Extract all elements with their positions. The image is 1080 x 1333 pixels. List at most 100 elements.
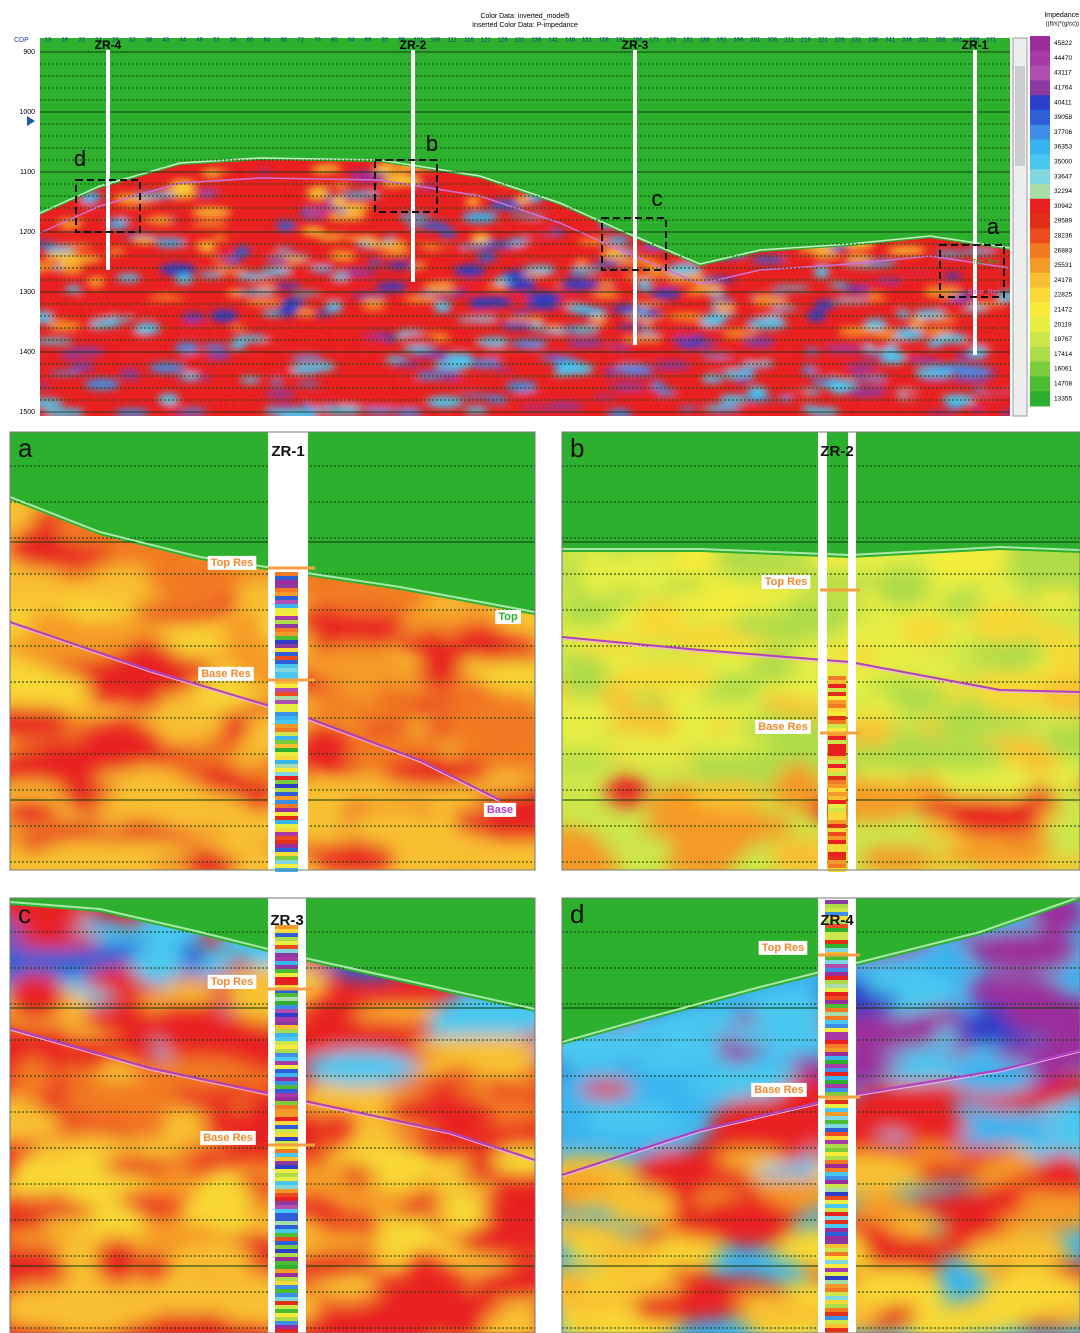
impedance-blob: [155, 238, 186, 248]
cdp-tick-label: 24: [95, 38, 102, 44]
well-log-band: [825, 1236, 848, 1240]
well-log-band: [275, 1061, 298, 1065]
well-log-band: [825, 968, 848, 972]
well-log-band: [275, 1161, 298, 1165]
well-log-band: [828, 816, 846, 820]
impedance-blob: [573, 260, 589, 266]
impedance-blob: [855, 408, 896, 416]
impedance-blob: [749, 295, 790, 305]
well-log-band: [825, 984, 848, 988]
impedance-blob: [500, 321, 535, 330]
impedance-blob: [645, 342, 663, 354]
cdp-tick-label: 60: [247, 38, 254, 44]
impedance-blob: [360, 297, 387, 306]
cdp-tick-label: 261: [952, 38, 963, 44]
impedance-blob: [545, 324, 563, 331]
well-log-band: [275, 724, 298, 728]
impedance-blob: [925, 285, 963, 298]
well-log-band: [825, 1000, 848, 1004]
impedance-blob: [650, 288, 682, 299]
horizon-label: Base_Res: [968, 289, 1001, 296]
impedance-blob: [535, 329, 574, 334]
well-log-band: [828, 716, 846, 720]
cdp-tick-label: 181: [683, 38, 694, 44]
impedance-blob: [229, 341, 247, 350]
impedance-blob: [379, 250, 411, 255]
impedance-blob: [830, 384, 849, 394]
well-log-band: [275, 1173, 298, 1177]
impedance-blob: [637, 704, 682, 738]
cdp-tick-label: 64: [264, 38, 271, 44]
colorbar-swatch: [1030, 124, 1050, 141]
well-log-band: [275, 1141, 298, 1145]
well-log-band: [828, 844, 846, 848]
well-log-band: [825, 948, 848, 952]
well-log-band: [828, 780, 846, 784]
well-log-band: [275, 949, 298, 953]
well-log-band: [825, 1216, 848, 1220]
impedance-blob: [622, 335, 662, 341]
impedance-blob: [770, 306, 798, 311]
well-log-band: [825, 1284, 848, 1288]
well-log-band: [275, 1121, 298, 1125]
impedance-blob: [951, 365, 991, 376]
colorbar-label: 13355: [1054, 395, 1072, 402]
impedance-blob: [236, 272, 267, 280]
well-log-band: [275, 636, 298, 640]
well-log-band: [275, 1097, 298, 1101]
impedance-blob: [10, 972, 66, 1021]
horizon-label-bg: [761, 574, 811, 589]
well-log-band: [275, 1025, 298, 1029]
well-log-band: [828, 828, 846, 832]
impedance-blob: [810, 378, 833, 385]
impedance-blob: [874, 564, 932, 609]
impedance-blob: [396, 377, 418, 388]
well-log-band: [275, 780, 298, 784]
well-log-band: [275, 1185, 298, 1189]
horizon-label-bg: [755, 719, 811, 734]
well-log-band: [275, 1149, 298, 1153]
horizon-label: Base Res: [758, 721, 808, 733]
well-log-band: [275, 981, 298, 985]
well-log-band: [825, 1124, 848, 1128]
well-log-band: [275, 588, 298, 592]
well-log-band: [275, 1077, 298, 1081]
well-log-band: [828, 728, 846, 732]
impedance-blob: [476, 252, 497, 262]
well-log-band: [828, 736, 846, 740]
impedance-blob: [10, 564, 66, 588]
impedance-blob: [187, 1240, 251, 1275]
impedance-blob: [276, 307, 299, 317]
impedance-blob: [975, 1184, 1025, 1217]
colorbar-swatch: [1030, 139, 1050, 155]
well-log-band: [275, 800, 298, 804]
colorbar-label: 29589: [1054, 218, 1072, 225]
well-log-band: [275, 704, 298, 708]
well-log-band: [825, 1028, 848, 1032]
colorbar-swatch: [1030, 302, 1050, 318]
well-log-band: [825, 916, 848, 920]
well-log-band: [828, 848, 846, 852]
impedance-blob: [851, 1267, 943, 1305]
well-log-band: [275, 1233, 298, 1237]
impedance-blob: [569, 267, 601, 274]
well-log-band: [275, 836, 298, 840]
inserted-color-data: Inserted Color Data: P-impedance: [472, 22, 578, 29]
impedance-blob: [927, 316, 959, 323]
impedance-blob: [313, 165, 342, 172]
time-tick-label: 900: [23, 49, 35, 56]
well-log-band: [275, 680, 298, 684]
impedance-blob: [596, 1235, 657, 1280]
impedance-blob: [490, 1304, 535, 1333]
well-log-band: [825, 1256, 848, 1260]
well-log-band: [275, 684, 298, 688]
impedance-blob: [171, 411, 206, 416]
well-log-band: [275, 576, 298, 580]
well-log-band: [275, 736, 298, 740]
impedance-blob: [307, 187, 329, 199]
impedance-blob: [223, 400, 256, 408]
impedance-blob: [290, 354, 324, 361]
impedance-blob: [1034, 589, 1079, 609]
well-log-band: [275, 929, 298, 933]
impedance-blob: [881, 351, 907, 359]
